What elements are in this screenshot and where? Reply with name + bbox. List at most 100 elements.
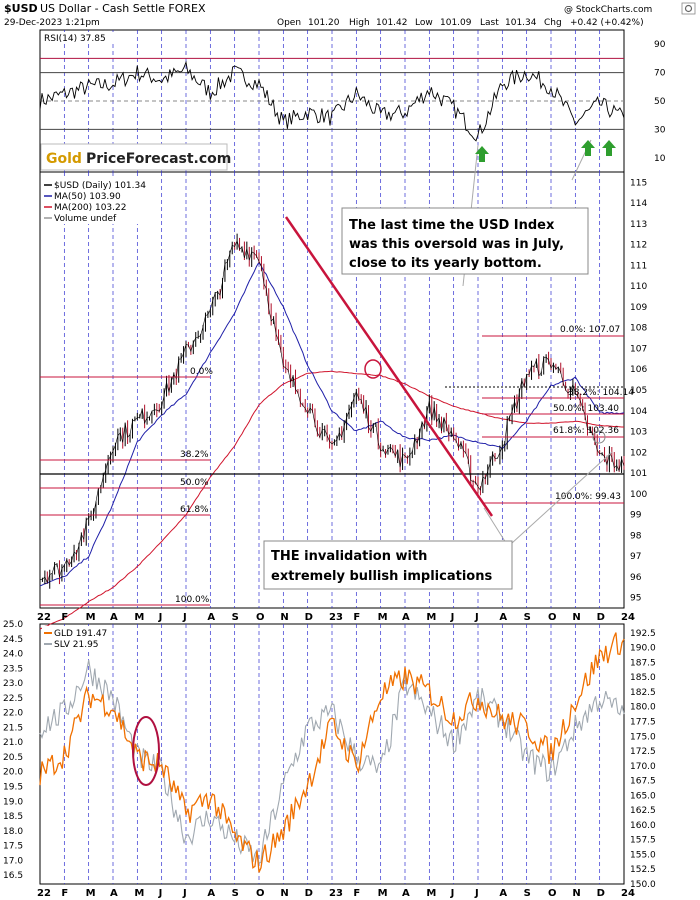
price-ytick: 115 bbox=[630, 178, 647, 188]
downtrend-line bbox=[284, 216, 494, 517]
price-xtick: M bbox=[134, 612, 144, 623]
december-circle bbox=[592, 430, 606, 444]
fib-right-38: 38.2%: 104.14 bbox=[568, 388, 634, 398]
price-xtick: J bbox=[158, 612, 163, 623]
settings-gear-icon[interactable] bbox=[681, 2, 696, 15]
last-value: 101.34 bbox=[505, 18, 537, 28]
fib-left-100: 100.0% bbox=[175, 595, 210, 605]
price-ytick: 98 bbox=[630, 531, 642, 541]
metals-xtick: M bbox=[426, 888, 436, 899]
price-xtick: 23 bbox=[329, 612, 343, 623]
logo-gold: Gold bbox=[46, 151, 82, 167]
price-ytick: 101 bbox=[630, 469, 647, 479]
rsi-ytick: 30 bbox=[654, 125, 666, 135]
rsi-ytick: 70 bbox=[654, 69, 666, 79]
slv-ytick: 23.0 bbox=[3, 679, 23, 689]
rsi-ytick: 90 bbox=[654, 40, 666, 50]
price-xtick: M bbox=[86, 612, 96, 623]
slv-ytick: 23.5 bbox=[3, 664, 23, 674]
pointer-line-invalidation-1 bbox=[483, 507, 507, 544]
chart-symbol: $USD bbox=[4, 2, 38, 15]
low-label: Low bbox=[415, 18, 433, 28]
logo-rest: PriceForecast.com bbox=[86, 151, 231, 167]
metals-xtick: A bbox=[499, 888, 507, 899]
fib-left-50: 50.0% bbox=[180, 478, 209, 488]
metals-xtick: 22 bbox=[37, 888, 51, 899]
slv-ytick: 21.5 bbox=[3, 723, 23, 733]
legend-ma50: MA(50) 103.90 bbox=[54, 192, 121, 202]
metals-xtick: F bbox=[353, 888, 360, 899]
slv-ytick: 21.0 bbox=[3, 738, 23, 748]
price-ytick: 112 bbox=[630, 241, 647, 251]
invalidation-text-1: THE invalidation with bbox=[271, 549, 427, 564]
slv-ytick: 18.5 bbox=[3, 812, 23, 822]
gld-ytick: 170.0 bbox=[630, 762, 656, 772]
ma50-line bbox=[39, 261, 625, 587]
last-label: Last bbox=[480, 18, 499, 28]
march-peak-circle bbox=[364, 359, 382, 379]
fib-right-100: 100.0%: 99.43 bbox=[555, 492, 621, 502]
fib-left-0: 0.0% bbox=[190, 367, 213, 377]
slv-ytick: 20.0 bbox=[3, 768, 23, 778]
slv-ytick: 25.0 bbox=[3, 620, 23, 630]
slv-ytick: 19.0 bbox=[3, 797, 23, 807]
rsi-ytick: 10 bbox=[654, 154, 666, 164]
price-ytick: 103 bbox=[630, 428, 647, 438]
chg-label: Chg bbox=[544, 18, 562, 28]
slv-ytick: 17.0 bbox=[3, 856, 23, 866]
green-up-arrow-dec-2 bbox=[602, 140, 616, 156]
gld-line bbox=[39, 632, 625, 873]
ma200-line bbox=[39, 370, 624, 630]
fib-right-61: 61.8%: 102.36 bbox=[553, 426, 619, 436]
price-ytick: 113 bbox=[630, 220, 647, 230]
metals-xtick: D bbox=[305, 888, 313, 899]
fib-left-61: 61.8% bbox=[180, 505, 209, 515]
rsi-legend: RSI(14) 37.85 bbox=[42, 32, 134, 44]
price-ytick: 105 bbox=[630, 386, 647, 396]
high-value: 101.42 bbox=[376, 18, 408, 28]
slv-ytick: 18.0 bbox=[3, 827, 23, 837]
price-ytick: 114 bbox=[630, 199, 647, 209]
metals-xtick: M bbox=[378, 888, 388, 899]
slv-ytick: 17.5 bbox=[3, 842, 23, 852]
metals-xtick: 24 bbox=[621, 888, 635, 899]
price-xtick: S bbox=[524, 612, 531, 623]
legend-slv: SLV 21.95 bbox=[54, 640, 99, 650]
metals-xtick: A bbox=[110, 888, 118, 899]
price-ytick: 96 bbox=[630, 573, 642, 583]
metals-xtick: O bbox=[548, 888, 557, 899]
price-xtick: D bbox=[597, 612, 605, 623]
gld-ytick: 187.5 bbox=[630, 658, 656, 668]
price-ytick: 102 bbox=[630, 448, 647, 458]
price-ytick: 109 bbox=[630, 303, 647, 313]
fib-right-50: 50.0%: 103.40 bbox=[553, 404, 619, 414]
metals-xtick: J bbox=[182, 888, 187, 899]
slv-ytick: 19.5 bbox=[3, 783, 23, 793]
fib-left-38: 38.2% bbox=[180, 450, 209, 460]
price-xtick: J bbox=[182, 612, 187, 623]
gld-ytick: 155.0 bbox=[630, 850, 656, 860]
gld-ytick: 160.0 bbox=[630, 821, 656, 831]
price-xtick: 22 bbox=[37, 612, 51, 623]
gld-ytick: 157.5 bbox=[630, 836, 656, 846]
oversold-text-2: was this oversold was in July, bbox=[349, 237, 564, 252]
slv-ytick: 24.5 bbox=[3, 635, 23, 645]
slv-ytick: 22.5 bbox=[3, 694, 23, 704]
price-ytick: 106 bbox=[630, 365, 647, 375]
metals-xtick: J bbox=[474, 888, 479, 899]
slv-ytick: 16.5 bbox=[3, 871, 23, 881]
metals-legend: GLD 191.47 SLV 21.95 bbox=[42, 626, 112, 650]
price-ytick: 111 bbox=[630, 261, 647, 271]
gld-ytick: 162.5 bbox=[630, 806, 656, 816]
pointer-line-invalidation-2 bbox=[511, 451, 613, 544]
open-value: 101.20 bbox=[308, 18, 340, 28]
gld-ytick: 175.0 bbox=[630, 732, 656, 742]
price-legend: $USD (Daily) 101.34 MA(50) 103.90 MA(200… bbox=[42, 178, 146, 224]
rsi-ytick: 50 bbox=[654, 97, 666, 107]
stockcharts-credit: @ StockCharts.com bbox=[564, 5, 652, 15]
price-xtick: O bbox=[256, 612, 265, 623]
price-xtick: M bbox=[378, 612, 388, 623]
price-xtick: N bbox=[280, 612, 288, 623]
metals-xtick: O bbox=[256, 888, 265, 899]
low-value: 101.09 bbox=[440, 18, 472, 28]
